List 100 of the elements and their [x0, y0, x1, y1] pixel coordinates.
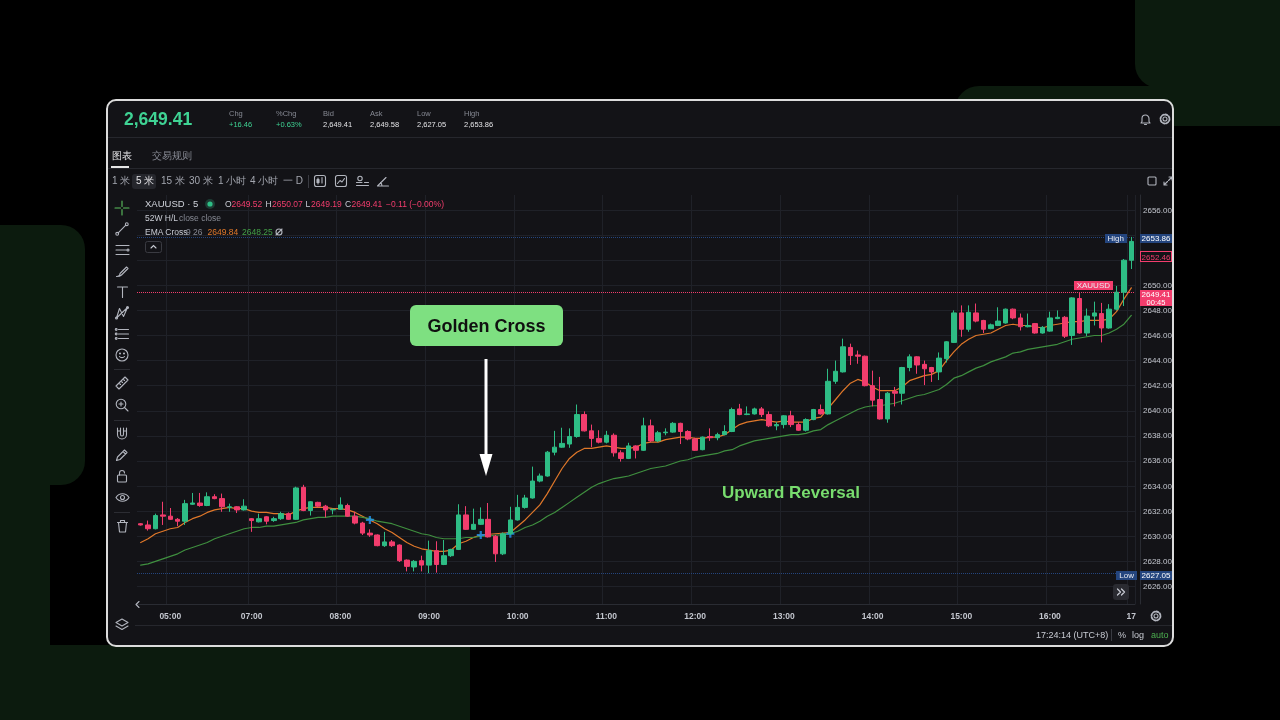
text: % — [1118, 629, 1127, 640]
candlestick — [737, 403, 742, 416]
candlestick — [138, 522, 143, 527]
text: 4 小时 — [250, 175, 279, 186]
y-tick-label: 2632.00 — [1143, 506, 1173, 516]
candlestick — [1010, 308, 1016, 320]
y-tick-label: 2636.00 — [1143, 456, 1173, 466]
y-tick-label: 2638.00 — [1143, 431, 1173, 441]
candlestick — [345, 503, 350, 518]
y-tick-label: 2644.00 — [1143, 356, 1173, 366]
annotation: O — [225, 198, 232, 209]
candlestick — [478, 506, 484, 526]
candlestick — [641, 417, 646, 452]
text: 交易规则 — [152, 150, 192, 161]
candlestick — [1129, 236, 1134, 270]
y-tick-label: 2640.00 — [1143, 406, 1173, 416]
candlestick — [404, 558, 410, 572]
candlestick — [648, 419, 654, 443]
candlestick — [204, 491, 210, 507]
candlestick — [678, 422, 683, 445]
candlestick — [411, 559, 417, 572]
candlestick — [670, 421, 676, 434]
x-tick-label: 10:00 — [506, 610, 529, 621]
candlestick — [774, 421, 779, 431]
candlestick — [175, 517, 180, 527]
candlestick — [729, 407, 735, 433]
ref-line-label: 2627.05 — [1140, 570, 1172, 580]
candlestick — [655, 430, 661, 443]
candlestick — [500, 531, 506, 556]
y-tick-label: 2628.00 — [1143, 556, 1173, 566]
candlestick — [338, 496, 343, 511]
candlestick — [766, 410, 772, 428]
x-tick-label: 12:00 — [684, 610, 707, 621]
candlestick — [315, 501, 321, 508]
candlestick — [293, 486, 299, 521]
candlestick — [330, 508, 336, 515]
annotation: 2649.84 — [207, 226, 239, 237]
candlestick — [434, 540, 439, 574]
candlestick — [249, 517, 254, 533]
candlestick — [818, 404, 824, 416]
candlestick — [1047, 311, 1053, 333]
candlestick — [707, 427, 713, 442]
candlestick — [715, 432, 720, 441]
y-tick-label: 2656.00 — [1143, 205, 1173, 215]
annotation: 2649.41 — [351, 198, 383, 209]
candlestick — [848, 343, 853, 366]
x-tick-label: 17 — [1126, 610, 1137, 621]
candlestick — [1069, 296, 1075, 346]
annotation: 2650.07 — [272, 198, 303, 209]
text: auto — [1151, 629, 1169, 640]
candlestick — [892, 386, 898, 407]
annotation: 2648.25 — [242, 226, 273, 237]
candlestick — [626, 442, 631, 460]
candlestick — [552, 430, 557, 456]
candlestick — [559, 427, 565, 449]
candlestick — [485, 502, 491, 539]
candlestick — [382, 531, 387, 548]
candlestick — [522, 494, 528, 510]
candlestick — [633, 444, 639, 459]
candlestick — [545, 450, 550, 478]
candlestick — [840, 338, 846, 374]
candlestick — [877, 376, 883, 421]
candlestick — [397, 543, 402, 563]
candlestick — [323, 504, 328, 518]
annotation: Low — [1116, 570, 1137, 580]
candlestick — [227, 503, 232, 513]
candlestick — [212, 493, 217, 500]
candlestick — [426, 540, 432, 574]
candlestick — [219, 493, 225, 513]
candlestick — [973, 303, 979, 323]
text: 30 米 — [189, 175, 213, 186]
x-tick-label: 13:00 — [772, 610, 795, 621]
annotation: close close — [179, 212, 222, 223]
ref-line-label: 2653.86 — [1140, 234, 1172, 244]
candlestick — [951, 309, 957, 344]
x-tick-label: 09:00 — [418, 610, 441, 621]
annotation: EMA Cross — [145, 226, 188, 237]
x-tick-label: 14:00 — [861, 610, 884, 621]
candlestick — [596, 429, 602, 444]
y-tick-label: 2646.00 — [1143, 331, 1173, 341]
annotation: Upward Reversal — [722, 482, 860, 502]
annotation: High — [1104, 234, 1127, 244]
text: 图表 — [112, 150, 132, 161]
candlestick — [537, 473, 543, 483]
text: 1 米 — [112, 175, 131, 186]
candlestick — [1003, 308, 1008, 325]
y-tick-label: 2630.00 — [1143, 531, 1173, 541]
candlestick — [471, 508, 476, 531]
candlestick — [1099, 302, 1104, 343]
text: 一 D — [283, 175, 303, 186]
candlestick — [190, 492, 195, 506]
candlestick — [574, 404, 580, 439]
candlestick — [663, 427, 668, 436]
candlestick — [1025, 313, 1031, 328]
y-tick-label: 2648.00 — [1143, 305, 1173, 315]
candlestick — [796, 421, 801, 432]
candlestick — [1018, 313, 1023, 331]
candlestick — [929, 366, 934, 383]
candlestick — [389, 539, 395, 548]
candlestick — [1062, 315, 1068, 339]
